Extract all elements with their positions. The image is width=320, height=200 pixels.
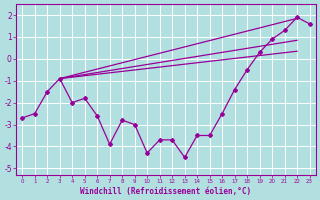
- X-axis label: Windchill (Refroidissement éolien,°C): Windchill (Refroidissement éolien,°C): [80, 187, 252, 196]
